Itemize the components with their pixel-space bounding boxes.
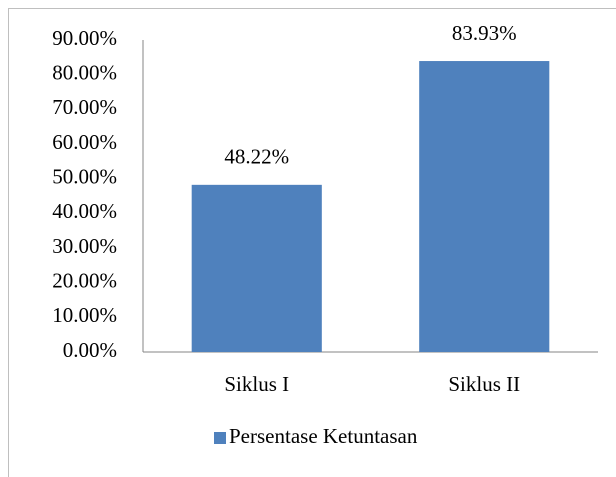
y-tick-label: 70.00% [52, 95, 117, 119]
y-tick-label: 60.00% [52, 130, 117, 154]
y-tick-label: 0.00% [63, 338, 117, 362]
y-tick-label: 30.00% [52, 234, 117, 258]
y-tick-label: 40.00% [52, 199, 117, 223]
y-tick-label: 50.00% [52, 164, 117, 188]
data-label: 48.22% [224, 145, 289, 169]
chart-border [8, 8, 616, 477]
bar [419, 61, 550, 353]
x-tick-label: Siklus I [224, 372, 289, 396]
y-tick-label: 90.00% [52, 26, 117, 50]
y-tick-label: 80.00% [52, 60, 117, 84]
x-tick-label: Siklus II [448, 372, 520, 396]
data-label: 83.93% [452, 21, 517, 45]
y-tick-label: 20.00% [52, 268, 117, 292]
legend-label: Persentase Ketuntasan [229, 424, 418, 448]
legend-swatch [214, 432, 226, 444]
y-tick-label: 10.00% [52, 303, 117, 327]
bar [191, 184, 322, 352]
